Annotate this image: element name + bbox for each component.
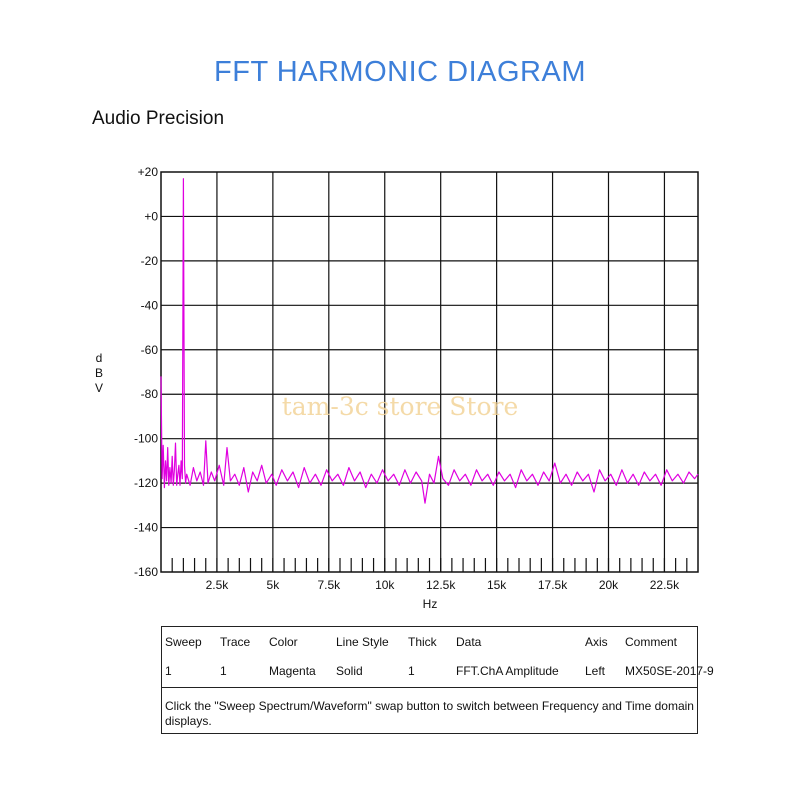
legend-cell-sweep: 1: [165, 664, 172, 678]
legend-header-trace: Trace: [220, 635, 251, 649]
x-tick-label: 20k: [599, 578, 619, 592]
legend-cell-comment: MX50SE-2017-9: [625, 664, 714, 678]
x-tick-label: 22.5k: [650, 578, 680, 592]
legend-header-comment: Comment: [625, 635, 678, 649]
y-axis-label-v: V: [95, 381, 103, 395]
legend-cell-thick: 1: [408, 664, 415, 678]
y-tick-label: -120: [134, 476, 158, 490]
legend-cell-trace: 1: [220, 664, 227, 678]
legend-cell-data: FFT.ChA Amplitude: [456, 664, 559, 678]
y-tick-label: -160: [134, 565, 158, 579]
y-tick-label: -40: [141, 298, 159, 312]
x-axis-label: Hz: [423, 597, 438, 611]
y-axis-label-b: B: [95, 366, 103, 380]
legend-cell-line-style: Solid: [336, 664, 363, 678]
legend-table: Sweep Trace Color Line Style Thick Data …: [161, 626, 714, 734]
legend-header-axis: Axis: [585, 635, 608, 649]
legend-header-data: Data: [456, 635, 482, 649]
x-tick-label: 7.5k: [317, 578, 341, 592]
legend-header-color: Color: [269, 635, 298, 649]
x-tick-label: 12.5k: [426, 578, 456, 592]
magenta-trace: [160, 178, 699, 504]
legend-note: Click the "Sweep Spectrum/Waveform" swap…: [165, 699, 694, 728]
plot-area: [160, 171, 699, 573]
x-tick-label: 17.5k: [538, 578, 568, 592]
y-axis-label-d: d: [96, 351, 103, 365]
x-tick-label: 15k: [487, 578, 507, 592]
y-tick-label: -80: [141, 387, 159, 401]
y-tick-label: -140: [134, 521, 158, 535]
y-tick-label: -100: [134, 432, 158, 446]
page-title: FFT HARMONIC DIAGRAM: [214, 56, 586, 88]
watermark: tam-3c store Store: [282, 392, 519, 421]
legend-cell-axis: Left: [585, 664, 606, 678]
y-tick-label: +20: [138, 165, 159, 179]
y-tick-labels: +20 +0 -20 -40 -60 -80 -100 -120 -140 -160: [134, 165, 158, 579]
brand-label: Audio Precision: [92, 108, 225, 129]
x-tick-label: 2.5k: [206, 578, 230, 592]
y-tick-label: -20: [141, 254, 159, 268]
x-tick-labels: 2.5k 5k 7.5k 10k 12.5k 15k 17.5k 20k 22.5k: [206, 578, 681, 592]
legend-grid: Sweep Trace Color Line Style Thick Data …: [162, 627, 714, 688]
x-tick-label: 5k: [267, 578, 281, 592]
y-tick-label: -60: [141, 343, 159, 357]
legend-header-sweep: Sweep: [165, 635, 202, 649]
legend-header-line-style: Line Style: [336, 635, 389, 649]
minor-ticks: [171, 558, 688, 572]
legend-cell-color: Magenta: [269, 664, 316, 678]
y-tick-label: +0: [144, 209, 158, 223]
x-tick-label: 10k: [375, 578, 395, 592]
grid-lines: [161, 172, 698, 572]
legend-header-thick: Thick: [408, 635, 437, 649]
